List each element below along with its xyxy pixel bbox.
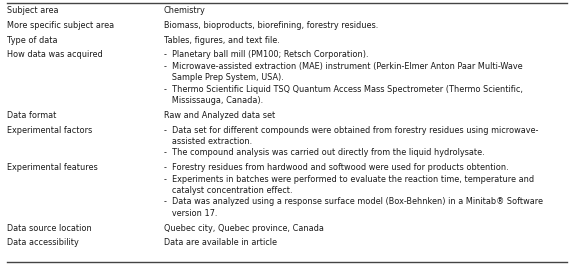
Text: Experimental factors: Experimental factors xyxy=(7,126,92,135)
Text: -  Experiments in batches were performed to evaluate the reaction time, temperat: - Experiments in batches were performed … xyxy=(164,175,534,184)
Text: Type of data: Type of data xyxy=(7,35,57,45)
Text: Data are available in article: Data are available in article xyxy=(164,238,277,247)
Text: More specific subject area: More specific subject area xyxy=(7,21,114,30)
Text: How data was acquired: How data was acquired xyxy=(7,50,103,59)
Text: -  Data set for different compounds were obtained from forestry residues using m: - Data set for different compounds were … xyxy=(164,126,538,135)
Text: -  The compound analysis was carried out directly from the liquid hydrolysate.: - The compound analysis was carried out … xyxy=(164,148,484,157)
Text: Tables, figures, and text file.: Tables, figures, and text file. xyxy=(164,35,280,45)
Text: Experimental features: Experimental features xyxy=(7,163,98,172)
Text: Chemistry: Chemistry xyxy=(164,6,205,15)
Text: Sample Prep System, USA).: Sample Prep System, USA). xyxy=(164,73,284,82)
Text: Data accessibility: Data accessibility xyxy=(7,238,79,247)
Text: Quebec city, Quebec province, Canada: Quebec city, Quebec province, Canada xyxy=(164,224,324,233)
Text: version 17.: version 17. xyxy=(164,209,217,218)
Text: catalyst concentration effect.: catalyst concentration effect. xyxy=(164,186,292,195)
Text: Data source location: Data source location xyxy=(7,224,92,233)
Text: -  Microwave-assisted extraction (MAE) instrument (Perkin-Elmer Anton Paar Multi: - Microwave-assisted extraction (MAE) in… xyxy=(164,62,522,71)
Text: Mississauga, Canada).: Mississauga, Canada). xyxy=(164,96,263,105)
Text: -  Planetary ball mill (PM100; Retsch Corporation).: - Planetary ball mill (PM100; Retsch Cor… xyxy=(164,50,368,59)
Text: assisted extraction.: assisted extraction. xyxy=(164,137,252,146)
Text: Biomass, bioproducts, biorefining, forestry residues.: Biomass, bioproducts, biorefining, fores… xyxy=(164,21,378,30)
Text: -  Data was analyzed using a response surface model (Box-Behnken) in a Minitab® : - Data was analyzed using a response sur… xyxy=(164,197,542,206)
Text: -  Forestry residues from hardwood and softwood were used for products obtention: - Forestry residues from hardwood and so… xyxy=(164,163,508,172)
Text: -  Thermo Scientific Liquid TSQ Quantum Access Mass Spectrometer (Thermo Scienti: - Thermo Scientific Liquid TSQ Quantum A… xyxy=(164,84,522,93)
Text: Subject area: Subject area xyxy=(7,6,59,15)
Text: Data format: Data format xyxy=(7,111,56,120)
Text: Raw and Analyzed data set: Raw and Analyzed data set xyxy=(164,111,275,120)
